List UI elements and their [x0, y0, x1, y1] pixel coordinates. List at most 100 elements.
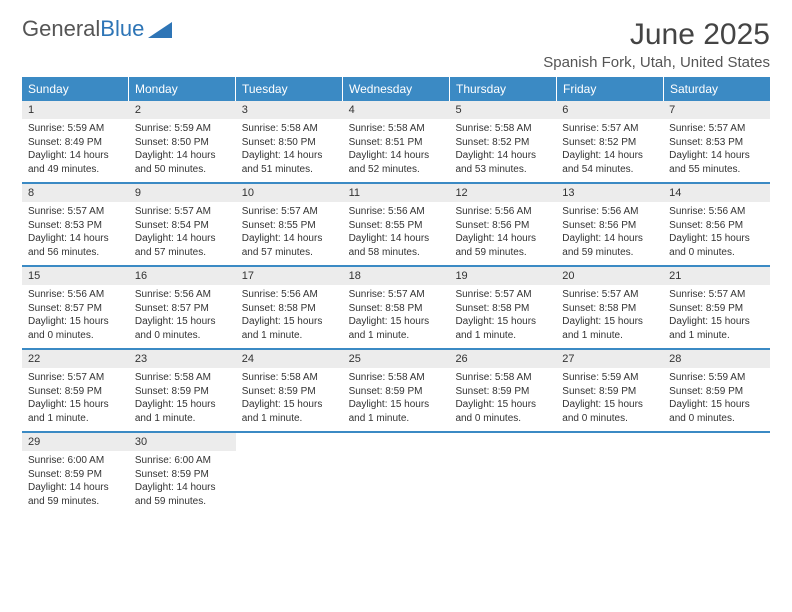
- sunrise-line: Sunrise: 5:56 AM: [455, 205, 550, 219]
- daylight-line: Daylight: 14 hours and 59 minutes.: [562, 232, 657, 259]
- day-cell: 30Sunrise: 6:00 AMSunset: 8:59 PMDayligh…: [129, 433, 236, 514]
- location-text: Spanish Fork, Utah, United States: [543, 54, 770, 71]
- day-number: 23: [129, 350, 236, 368]
- day-body: Sunrise: 5:58 AMSunset: 8:59 PMDaylight:…: [236, 368, 343, 425]
- day-number: 20: [556, 267, 663, 285]
- day-cell: [449, 433, 556, 514]
- day-number: 25: [343, 350, 450, 368]
- daylight-line: Daylight: 14 hours and 55 minutes.: [669, 149, 764, 176]
- day-number: 6: [556, 101, 663, 119]
- sunrise-line: Sunrise: 5:58 AM: [242, 122, 337, 136]
- sunrise-line: Sunrise: 5:56 AM: [242, 288, 337, 302]
- sunrise-line: Sunrise: 5:58 AM: [349, 122, 444, 136]
- day-cell: 28Sunrise: 5:59 AMSunset: 8:59 PMDayligh…: [663, 350, 770, 431]
- weekday-header: Wednesday: [343, 77, 450, 101]
- day-number: 4: [343, 101, 450, 119]
- sunset-line: Sunset: 8:52 PM: [455, 136, 550, 150]
- daylight-line: Daylight: 14 hours and 56 minutes.: [28, 232, 123, 259]
- day-number: 28: [663, 350, 770, 368]
- sunset-line: Sunset: 8:59 PM: [669, 385, 764, 399]
- sunset-line: Sunset: 8:59 PM: [242, 385, 337, 399]
- day-cell: 26Sunrise: 5:58 AMSunset: 8:59 PMDayligh…: [449, 350, 556, 431]
- daylight-line: Daylight: 14 hours and 59 minutes.: [135, 481, 230, 508]
- daylight-line: Daylight: 15 hours and 0 minutes.: [455, 398, 550, 425]
- sunrise-line: Sunrise: 6:00 AM: [28, 454, 123, 468]
- day-body: Sunrise: 5:57 AMSunset: 8:58 PMDaylight:…: [343, 285, 450, 342]
- day-body: Sunrise: 5:57 AMSunset: 8:59 PMDaylight:…: [663, 285, 770, 342]
- weekday-header: Thursday: [450, 77, 557, 101]
- day-body: Sunrise: 5:58 AMSunset: 8:52 PMDaylight:…: [449, 119, 556, 176]
- day-number: 16: [129, 267, 236, 285]
- weekday-header: Friday: [557, 77, 664, 101]
- daylight-line: Daylight: 14 hours and 51 minutes.: [242, 149, 337, 176]
- daylight-line: Daylight: 15 hours and 0 minutes.: [135, 315, 230, 342]
- day-cell: [236, 433, 343, 514]
- sunrise-line: Sunrise: 5:58 AM: [135, 371, 230, 385]
- day-number: 11: [343, 184, 450, 202]
- day-body: Sunrise: 5:58 AMSunset: 8:59 PMDaylight:…: [449, 368, 556, 425]
- day-body: Sunrise: 5:57 AMSunset: 8:54 PMDaylight:…: [129, 202, 236, 259]
- daylight-line: Daylight: 15 hours and 0 minutes.: [669, 232, 764, 259]
- brand-logo: GeneralBlue: [22, 18, 172, 40]
- day-body: Sunrise: 5:56 AMSunset: 8:55 PMDaylight:…: [343, 202, 450, 259]
- sunrise-line: Sunrise: 5:58 AM: [349, 371, 444, 385]
- day-cell: [663, 433, 770, 514]
- day-number: 2: [129, 101, 236, 119]
- daylight-line: Daylight: 15 hours and 1 minute.: [455, 315, 550, 342]
- sunset-line: Sunset: 8:54 PM: [135, 219, 230, 233]
- daylight-line: Daylight: 14 hours and 50 minutes.: [135, 149, 230, 176]
- day-number: 17: [236, 267, 343, 285]
- day-body: Sunrise: 5:57 AMSunset: 8:58 PMDaylight:…: [449, 285, 556, 342]
- day-number: 18: [343, 267, 450, 285]
- sunset-line: Sunset: 8:57 PM: [28, 302, 123, 316]
- sunrise-line: Sunrise: 5:57 AM: [242, 205, 337, 219]
- day-number: 9: [129, 184, 236, 202]
- day-cell: 4Sunrise: 5:58 AMSunset: 8:51 PMDaylight…: [343, 101, 450, 182]
- weekday-header: Sunday: [22, 77, 129, 101]
- sunset-line: Sunset: 8:59 PM: [349, 385, 444, 399]
- daylight-line: Daylight: 14 hours and 53 minutes.: [455, 149, 550, 176]
- day-cell: 21Sunrise: 5:57 AMSunset: 8:59 PMDayligh…: [663, 267, 770, 348]
- day-cell: 22Sunrise: 5:57 AMSunset: 8:59 PMDayligh…: [22, 350, 129, 431]
- weekday-header: Saturday: [664, 77, 770, 101]
- weekday-header-row: SundayMondayTuesdayWednesdayThursdayFrid…: [22, 77, 770, 101]
- day-cell: 13Sunrise: 5:56 AMSunset: 8:56 PMDayligh…: [556, 184, 663, 265]
- sunset-line: Sunset: 8:59 PM: [28, 468, 123, 482]
- day-cell: 2Sunrise: 5:59 AMSunset: 8:50 PMDaylight…: [129, 101, 236, 182]
- brand-word2: Blue: [100, 18, 144, 40]
- sunrise-line: Sunrise: 5:57 AM: [562, 122, 657, 136]
- sunset-line: Sunset: 8:56 PM: [562, 219, 657, 233]
- sunrise-line: Sunrise: 5:56 AM: [135, 288, 230, 302]
- day-body: Sunrise: 5:57 AMSunset: 8:53 PMDaylight:…: [663, 119, 770, 176]
- weekday-header: Monday: [129, 77, 236, 101]
- daylight-line: Daylight: 14 hours and 57 minutes.: [242, 232, 337, 259]
- sunrise-line: Sunrise: 5:56 AM: [28, 288, 123, 302]
- day-cell: 15Sunrise: 5:56 AMSunset: 8:57 PMDayligh…: [22, 267, 129, 348]
- day-cell: 24Sunrise: 5:58 AMSunset: 8:59 PMDayligh…: [236, 350, 343, 431]
- day-body: Sunrise: 5:58 AMSunset: 8:50 PMDaylight:…: [236, 119, 343, 176]
- day-body: Sunrise: 5:57 AMSunset: 8:52 PMDaylight:…: [556, 119, 663, 176]
- day-body: Sunrise: 5:56 AMSunset: 8:58 PMDaylight:…: [236, 285, 343, 342]
- sunrise-line: Sunrise: 5:57 AM: [28, 371, 123, 385]
- daylight-line: Daylight: 14 hours and 57 minutes.: [135, 232, 230, 259]
- sunrise-line: Sunrise: 5:57 AM: [135, 205, 230, 219]
- sunset-line: Sunset: 8:58 PM: [455, 302, 550, 316]
- sunset-line: Sunset: 8:58 PM: [562, 302, 657, 316]
- day-cell: 20Sunrise: 5:57 AMSunset: 8:58 PMDayligh…: [556, 267, 663, 348]
- weeks-container: 1Sunrise: 5:59 AMSunset: 8:49 PMDaylight…: [22, 101, 770, 514]
- day-cell: 1Sunrise: 5:59 AMSunset: 8:49 PMDaylight…: [22, 101, 129, 182]
- day-body: Sunrise: 5:56 AMSunset: 8:57 PMDaylight:…: [129, 285, 236, 342]
- sunset-line: Sunset: 8:55 PM: [242, 219, 337, 233]
- sunrise-line: Sunrise: 5:57 AM: [455, 288, 550, 302]
- sunset-line: Sunset: 8:51 PM: [349, 136, 444, 150]
- sunset-line: Sunset: 8:50 PM: [242, 136, 337, 150]
- sunset-line: Sunset: 8:59 PM: [135, 468, 230, 482]
- day-body: Sunrise: 5:59 AMSunset: 8:59 PMDaylight:…: [556, 368, 663, 425]
- day-cell: 29Sunrise: 6:00 AMSunset: 8:59 PMDayligh…: [22, 433, 129, 514]
- sunset-line: Sunset: 8:52 PM: [562, 136, 657, 150]
- sunset-line: Sunset: 8:56 PM: [669, 219, 764, 233]
- day-cell: 11Sunrise: 5:56 AMSunset: 8:55 PMDayligh…: [343, 184, 450, 265]
- day-number: 12: [449, 184, 556, 202]
- sunrise-line: Sunrise: 5:58 AM: [455, 371, 550, 385]
- day-cell: 3Sunrise: 5:58 AMSunset: 8:50 PMDaylight…: [236, 101, 343, 182]
